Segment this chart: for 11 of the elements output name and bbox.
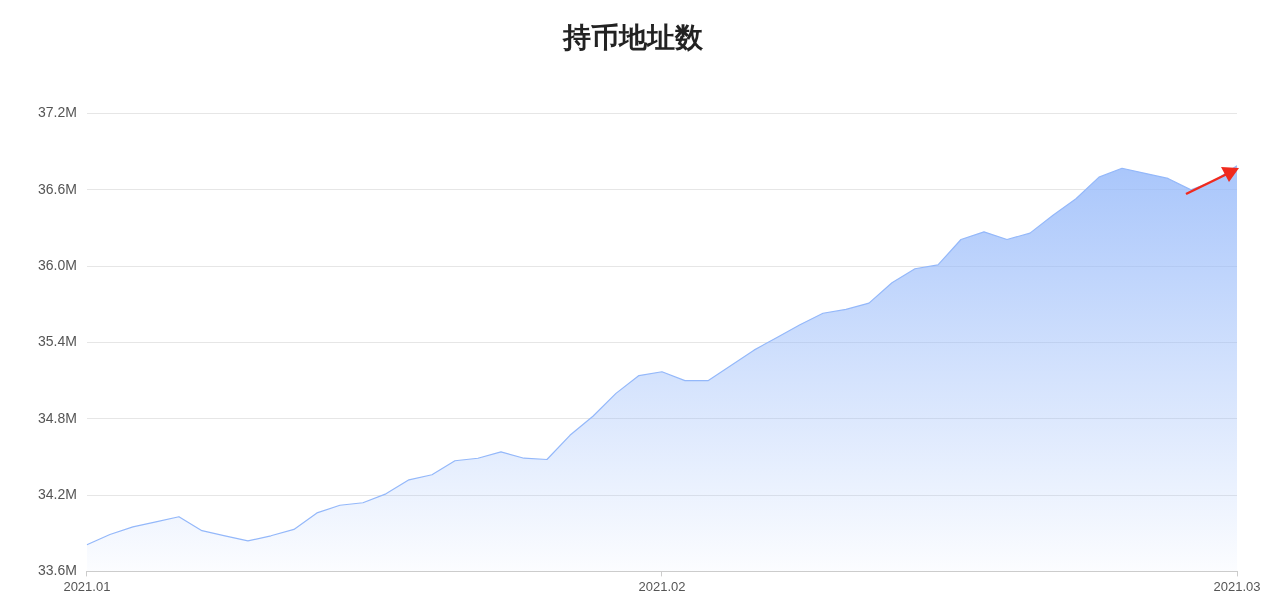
y-tick-label: 34.2M: [37, 485, 77, 502]
x-tick-label: 2021.01: [63, 578, 111, 594]
y-tick-label: 36.0M: [37, 257, 77, 274]
y-tick-label: 33.6M: [37, 562, 77, 579]
y-tick-label: 36.6M: [37, 180, 77, 197]
y-tick-label: 35.4M: [37, 333, 77, 350]
x-tick-label: 2021.03: [1213, 578, 1261, 594]
y-tick-label: 34.8M: [37, 409, 77, 426]
x-tick-label: 2021.02: [638, 578, 686, 594]
chart-title: 持币地址数: [561, 21, 704, 53]
y-tick-label: 37.2M: [37, 104, 77, 121]
